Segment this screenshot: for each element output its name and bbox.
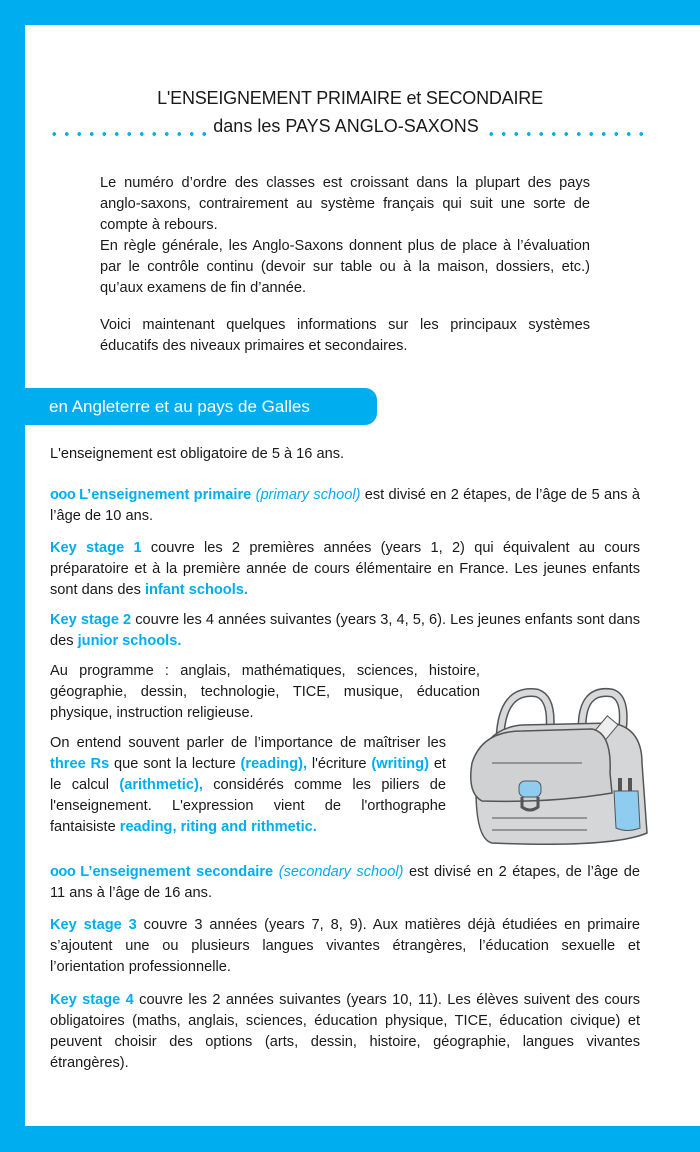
highlighted-term: three Rs — [50, 756, 110, 772]
text-run: que sont la lecture — [109, 756, 241, 772]
page-subtitle-row: dans les PAYS ANGLO-SAXONS — [48, 116, 645, 137]
body-paragraph: Key stage 3 couvre 3 années (years 7, 8,… — [50, 915, 640, 978]
body-paragraph: On entend souvent parler de l’importance… — [50, 733, 446, 838]
text-run: est divisé en 2 étapes, de l’âge de 11 a… — [50, 864, 640, 901]
body-paragraph: Key stage 2 couvre les 4 années suivante… — [50, 610, 640, 652]
text-run: couvre les 4 années suivantes (years 3, … — [50, 612, 640, 649]
highlighted-term: infant schools. — [144, 582, 248, 598]
intro-paragraph: Le numéro d’ordre des classes est croiss… — [100, 173, 590, 236]
page-frame-top — [0, 0, 700, 25]
dotted-rule-left — [48, 131, 208, 136]
highlighted-term: (writing) — [371, 756, 429, 772]
text-run: considérés comme les piliers de l'enseig… — [50, 777, 447, 835]
highlighted-term: junior schools. — [77, 633, 182, 649]
text-run: L'enseignement est obligatoire de 5 à 16… — [50, 446, 345, 462]
text-run: l'écriture — [307, 756, 372, 772]
text-run: Voici maintenant quelques informations s… — [100, 317, 590, 354]
body-paragraph: ooo L’enseignement secondaire (secondary… — [50, 862, 640, 904]
intro-paragraph: En règle générale, les Anglo-Saxons donn… — [100, 236, 590, 299]
page-subtitle: dans les PAYS ANGLO-SAXONS — [213, 116, 479, 136]
section-banner: en Angleterre et au pays de Galles — [25, 388, 377, 425]
body-paragraph: L'enseignement est obligatoire de 5 à 16… — [50, 444, 640, 465]
text-run: couvre les 2 premières années (years 1, … — [50, 540, 640, 598]
body-paragraph: Key stage 1 couvre les 2 premières année… — [50, 538, 640, 601]
highlighted-term: Key stage 2 — [50, 612, 132, 628]
text-run: On entend souvent parler de l’importance… — [50, 735, 446, 751]
highlighted-term: Key stage 4 — [50, 992, 134, 1008]
bullet-circles-icon: ooo — [50, 864, 81, 880]
highlighted-term: L’enseignement secondaire — [80, 864, 279, 880]
text-run: est divisé en 2 étapes, de l’âge de 5 an… — [50, 487, 640, 524]
highlighted-term: (secondary school) — [278, 864, 404, 880]
text-run: couvre les 2 années suivantes (years 10,… — [50, 992, 640, 1071]
body-paragraph: Au programme : anglais, mathématiques, s… — [50, 661, 480, 724]
body-paragraph: Key stage 4 couvre les 2 années suivante… — [50, 990, 640, 1074]
schoolbag-illustration — [470, 687, 648, 845]
text-run: couvre 3 années (years 7, 8, 9). Aux mat… — [50, 917, 640, 975]
page-title: L'ENSEIGNEMENT PRIMAIRE et SECONDAIRE — [157, 88, 543, 108]
text-run: Le numéro d’ordre des classes est croiss… — [100, 175, 590, 233]
text-run: En règle générale, les Anglo-Saxons donn… — [100, 238, 590, 296]
highlighted-term: L’enseignement primaire — [79, 487, 256, 503]
page-frame-bottom — [0, 1126, 700, 1152]
text-run: et le calcul — [50, 756, 446, 793]
bullet-circles-icon: ooo — [50, 487, 80, 503]
highlighted-term: Key stage 3 — [50, 917, 137, 933]
body-paragraph: ooo L’enseignement primaire (primary sch… — [50, 485, 640, 527]
highlighted-term: (primary school) — [255, 487, 361, 503]
page-frame-left — [0, 0, 25, 1152]
highlighted-term: (arithmetic), — [119, 777, 203, 793]
intro-paragraph: Voici maintenant quelques informations s… — [100, 315, 590, 357]
highlighted-term: Key stage 1 — [50, 540, 142, 556]
highlighted-term: reading, riting and rithmetic. — [119, 819, 317, 835]
highlighted-term: (reading), — [240, 756, 308, 772]
text-run: Au programme : anglais, mathématiques, s… — [50, 663, 480, 721]
dotted-rule-right — [484, 131, 645, 136]
